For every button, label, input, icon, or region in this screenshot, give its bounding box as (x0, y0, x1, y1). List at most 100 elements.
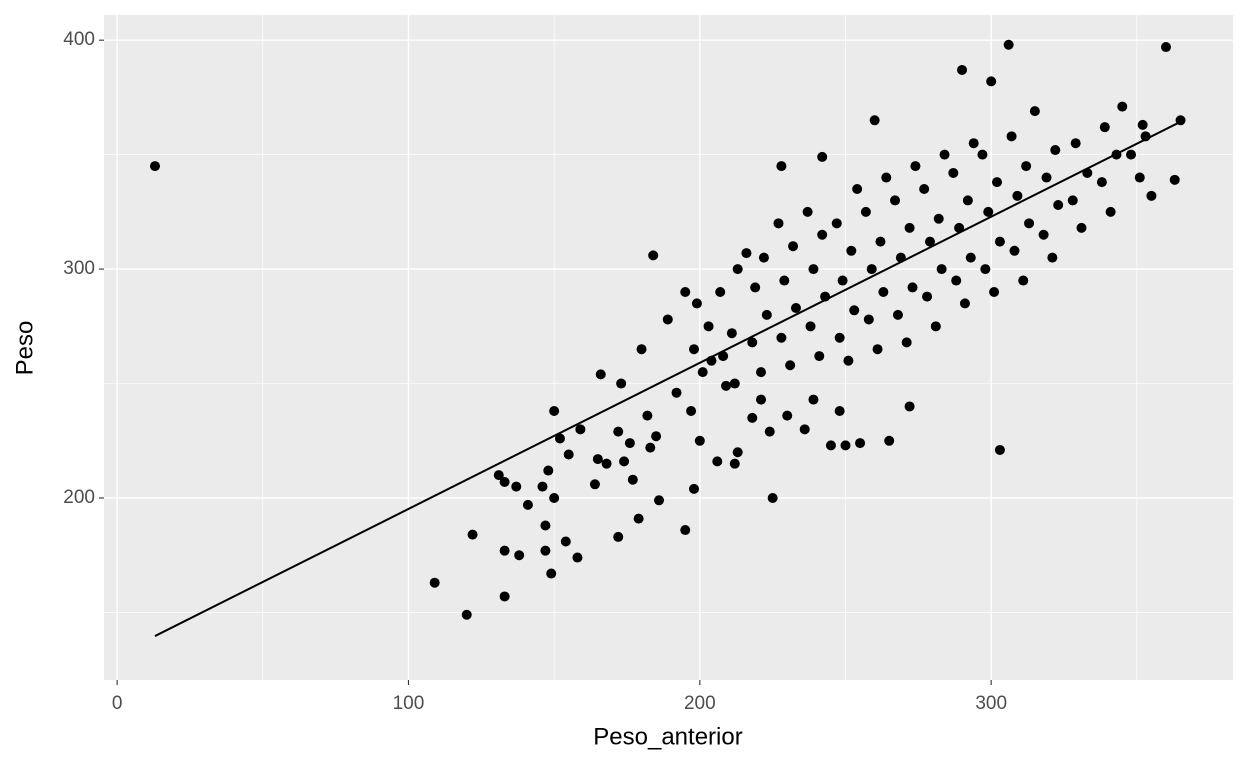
point (802, 206, 813, 217)
point (977, 149, 988, 160)
point (1053, 200, 1064, 210)
point (592, 454, 603, 465)
point (718, 351, 729, 362)
point (904, 401, 915, 412)
point (761, 309, 772, 320)
point (627, 474, 638, 485)
point (924, 236, 935, 247)
point (645, 442, 656, 453)
point (767, 493, 778, 504)
point (1067, 195, 1078, 206)
point (750, 282, 761, 293)
point (694, 435, 705, 446)
point (834, 332, 845, 343)
x-tick-label: 200 (684, 693, 716, 714)
x-tick-label: 300 (975, 693, 1007, 714)
point (959, 298, 970, 309)
y-tick-label: 400 (63, 29, 95, 50)
point (429, 577, 440, 588)
point (881, 172, 892, 183)
point (890, 195, 901, 206)
point (1006, 131, 1017, 142)
point (951, 275, 962, 286)
point (852, 183, 863, 194)
point (1038, 229, 1049, 240)
point (619, 456, 630, 467)
point (721, 380, 732, 391)
point (756, 394, 767, 405)
point (904, 222, 915, 233)
point (662, 314, 673, 325)
point (549, 406, 560, 417)
point (817, 151, 828, 162)
point (994, 236, 1005, 247)
panel (104, 15, 1233, 680)
point (522, 499, 533, 510)
point (1050, 145, 1061, 156)
point (575, 424, 586, 435)
point (691, 298, 702, 309)
point (948, 167, 959, 178)
point (560, 536, 571, 547)
point (1009, 245, 1020, 256)
y-tick-label: 200 (63, 487, 95, 508)
point (642, 410, 653, 421)
point (779, 275, 790, 286)
point (747, 412, 758, 423)
point (613, 531, 624, 542)
point (831, 218, 842, 229)
point (983, 206, 994, 217)
point (919, 183, 930, 194)
point (814, 351, 825, 362)
point (994, 444, 1005, 455)
point (1076, 222, 1087, 233)
point (805, 321, 816, 332)
point (493, 470, 504, 481)
point (817, 229, 828, 240)
point (624, 438, 635, 449)
point (511, 481, 522, 492)
point (1012, 190, 1023, 201)
point (930, 321, 941, 332)
x-tick-label: 100 (393, 693, 425, 714)
point (540, 520, 551, 531)
point (1041, 172, 1052, 183)
point (686, 406, 697, 417)
point (671, 387, 682, 398)
point (747, 337, 758, 348)
point (986, 76, 997, 87)
point (863, 314, 874, 325)
point (636, 344, 647, 355)
point (892, 309, 903, 320)
point (980, 264, 991, 275)
point (799, 424, 810, 435)
point (680, 286, 691, 297)
point (729, 458, 740, 469)
point (729, 378, 740, 389)
point (697, 367, 708, 378)
point (680, 525, 691, 536)
point (732, 447, 743, 458)
point (869, 115, 880, 126)
point (1029, 106, 1040, 117)
fit-line (154, 119, 1184, 637)
point (764, 426, 775, 437)
point (1160, 42, 1171, 53)
point (1099, 122, 1110, 133)
point (849, 305, 860, 316)
point (992, 177, 1003, 188)
point (1169, 174, 1180, 185)
point (808, 264, 819, 275)
point (616, 378, 627, 389)
point (648, 250, 659, 261)
point (776, 332, 787, 343)
y-axis-label: Peso (11, 321, 38, 376)
point (1117, 101, 1128, 112)
point (939, 149, 950, 160)
point (741, 248, 752, 259)
point (543, 465, 554, 476)
point (756, 367, 767, 378)
point (499, 591, 510, 602)
point (654, 495, 665, 506)
point (901, 337, 912, 348)
